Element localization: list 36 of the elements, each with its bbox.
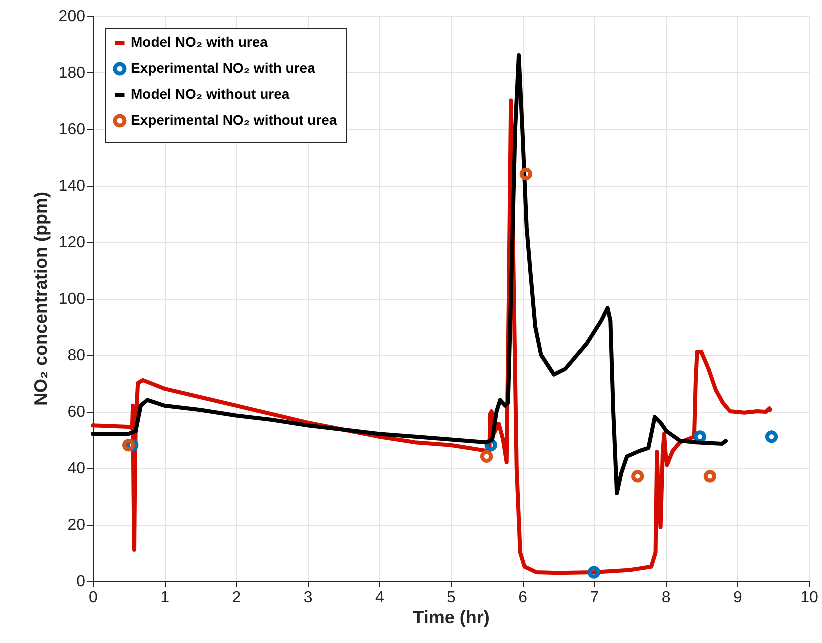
- y-tick-label: 40: [68, 460, 86, 478]
- point: [632, 470, 644, 483]
- y-tick-label: 120: [58, 234, 86, 252]
- y-axis-title: NO₂ concentration (ppm): [30, 192, 51, 406]
- y-tick-label: 80: [68, 348, 86, 364]
- x-tick-label: 0: [89, 590, 98, 606]
- x-tick-label: 9: [733, 590, 742, 606]
- legend-label: Experimental NO₂ without urea: [131, 112, 338, 128]
- x-axis-title: Time (hr): [413, 608, 490, 628]
- x-tick-label: 4: [375, 590, 384, 606]
- y-tick-label: 180: [58, 65, 86, 82]
- x-tick-label: 7: [590, 590, 600, 606]
- y-tick-label: 160: [58, 122, 86, 138]
- point: [122, 439, 136, 452]
- x-tick-label: 1: [160, 590, 170, 606]
- point: [588, 566, 601, 579]
- y-tick-label: 60: [68, 404, 86, 421]
- legend-label: Model NO₂ with urea: [131, 34, 268, 50]
- x-tick-label: 8: [662, 590, 671, 606]
- legend-label: Model NO₂ without urea: [131, 86, 290, 102]
- y-tick-label: 20: [68, 517, 86, 534]
- y-tick-label: 140: [58, 178, 86, 195]
- y-tick-label: 100: [58, 291, 86, 308]
- point: [765, 430, 778, 444]
- x-tick-label: 5: [447, 590, 456, 606]
- y-tick-label: 200: [58, 8, 86, 26]
- point: [480, 450, 494, 464]
- line-series: [91, 54, 728, 496]
- x-tick-label: 3: [304, 590, 313, 606]
- point: [520, 168, 533, 181]
- x-tick-label: 10: [800, 590, 818, 606]
- y-tick-label: 0: [76, 574, 86, 590]
- point: [704, 470, 717, 483]
- x-tick-label: 6: [518, 590, 528, 606]
- legend-label: Experimental NO₂ with urea: [131, 60, 316, 76]
- x-tick-label: 2: [232, 590, 242, 606]
